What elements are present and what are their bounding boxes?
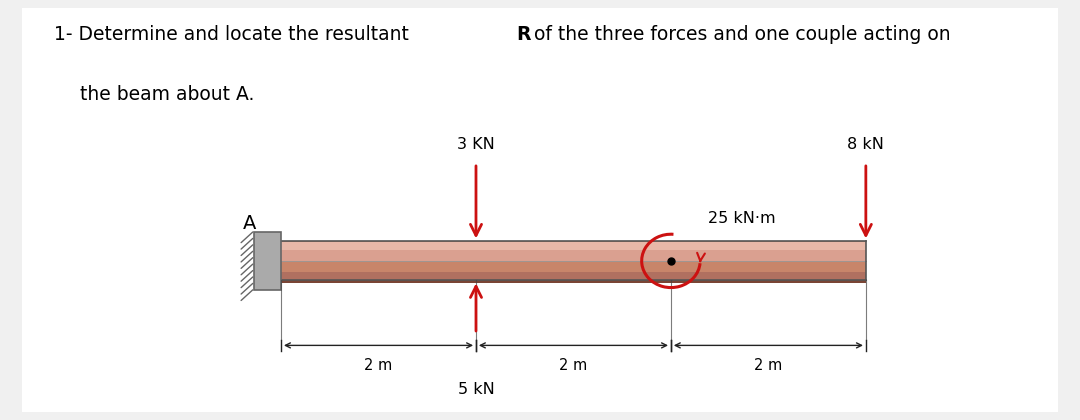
Text: of the three forces and one couple acting on: of the three forces and one couple actin… [528,25,950,44]
Text: 2 m: 2 m [559,358,588,373]
Bar [281,272,866,281]
Bar [281,241,866,281]
FancyBboxPatch shape [22,8,1058,412]
Text: 2 m: 2 m [754,358,783,373]
Text: the beam about A.: the beam about A. [80,85,254,104]
Text: A: A [243,214,257,233]
Bar [254,232,281,290]
Text: 2 m: 2 m [364,358,393,373]
Text: 1- Determine and locate the resultant: 1- Determine and locate the resultant [54,25,415,44]
Bar [281,242,866,250]
Text: 25 kN·m: 25 kN·m [708,211,775,226]
Bar [281,281,866,283]
Bar [281,250,866,261]
Text: 8 kN: 8 kN [848,137,885,152]
Text: 3 KN: 3 KN [457,137,495,152]
Text: 5 kN: 5 kN [458,382,495,397]
Text: R: R [516,25,530,44]
